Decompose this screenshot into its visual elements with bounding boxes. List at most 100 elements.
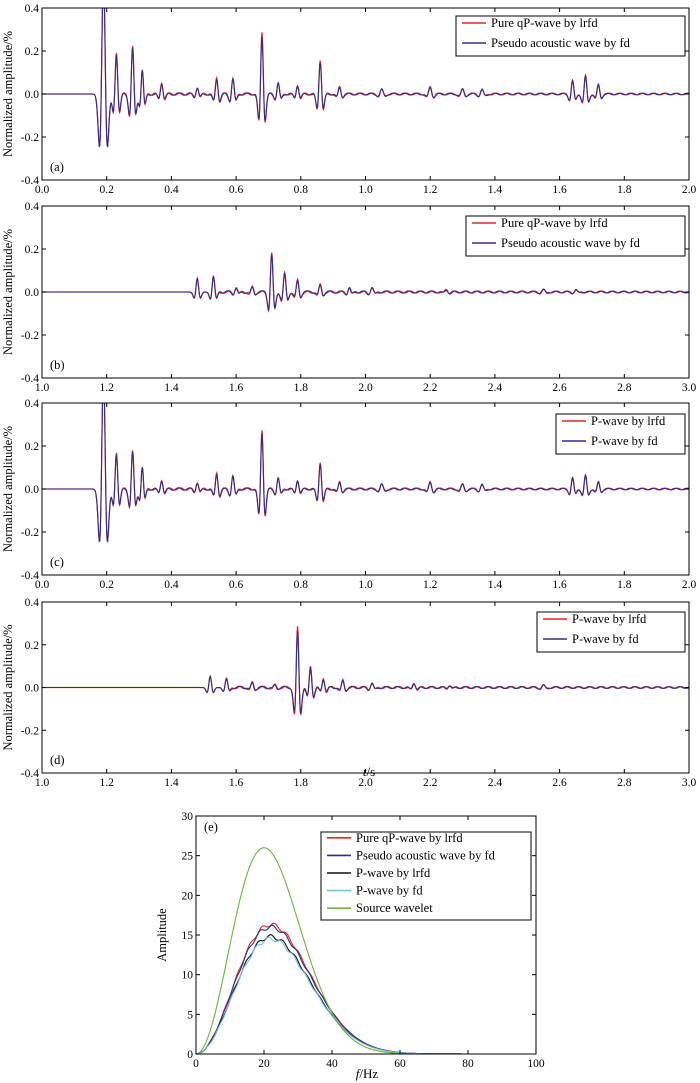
legend-label-1: Pseudo acoustic wave by fd bbox=[356, 848, 496, 862]
panel-label: (a) bbox=[50, 160, 64, 174]
y-tick-label: -0.4 bbox=[21, 570, 39, 582]
x-tick-label: 40 bbox=[326, 1058, 338, 1070]
y-tick-label: -0.2 bbox=[21, 527, 39, 539]
y-tick-label: 0 bbox=[187, 1049, 193, 1061]
y-tick-label: 0.4 bbox=[25, 398, 40, 410]
y-tick-label: -0.2 bbox=[21, 330, 39, 342]
y-tick-label: 0.2 bbox=[25, 244, 40, 256]
y-axis-label: Normalized amplitude/% bbox=[1, 624, 15, 750]
legend-label-4: Source wavelet bbox=[356, 901, 433, 915]
y-tick-label: 0.0 bbox=[25, 484, 40, 496]
series-line-4 bbox=[196, 847, 536, 1054]
legend: Pure qP-wave by lrfd Pseudo acoustic wave… bbox=[455, 15, 686, 57]
y-tick-label: -0.4 bbox=[21, 768, 39, 780]
panel-c: 0.0 0.2 0.4 0.6 0.8 1.0 1.2 1.4 1.6 1.8 2.0 -0.4 -0.… bbox=[1, 398, 697, 591]
panel-d: 1.0 1.2 1.4 1.6 1.8 2.0 2.2 2.4 2.6 2.8 3.0 -0.4 -0.… bbox=[1, 597, 696, 789]
legend-label-2: P-wave by lrfd bbox=[356, 866, 431, 880]
x-tick-label: 1.6 bbox=[229, 777, 244, 789]
x-tick-label: 20 bbox=[258, 1058, 270, 1070]
series-line-1 bbox=[42, 631, 689, 714]
y-axis-label: Normalized amplitude/% bbox=[1, 229, 15, 355]
x-tick-label: 1.6 bbox=[552, 184, 567, 196]
x-tick-label: 2.2 bbox=[423, 382, 438, 394]
y-axis-label: Amplitude bbox=[155, 908, 169, 962]
series-line-0 bbox=[42, 252, 689, 313]
panel-label: (c) bbox=[50, 555, 64, 569]
x-tick-label: 0.8 bbox=[294, 579, 309, 591]
x-tick-label: 1.8 bbox=[617, 579, 632, 591]
x-tick-label: 1.2 bbox=[423, 184, 438, 196]
y-tick-label: 0.4 bbox=[25, 3, 40, 15]
y-tick-label: 0.4 bbox=[25, 201, 40, 213]
x-tick-label: 0.8 bbox=[294, 184, 309, 196]
panel-e: 0 20 40 60 80 100 0 5 10 15 20 25 30 Amplitude (e) Pure… bbox=[155, 811, 545, 1070]
plot-area bbox=[196, 847, 536, 1054]
x-tick-label: 2.4 bbox=[488, 777, 503, 789]
x-tick-label: 1.4 bbox=[164, 382, 179, 394]
y-tick-label: 0.2 bbox=[25, 640, 40, 652]
series-line-1 bbox=[42, 254, 689, 312]
x-tick-label: 1.0 bbox=[35, 777, 50, 789]
panel-a: 0.0 0.2 0.4 0.6 0.8 1.0 1.2 1.4 1.6 1.8 2.0 -0.4 -0.… bbox=[1, 3, 697, 196]
legend-label-0: Pure qP-wave by lrfd bbox=[491, 16, 598, 30]
series-line-0 bbox=[196, 922, 536, 1054]
legend-box bbox=[320, 831, 532, 921]
x-tick-label: 1.4 bbox=[488, 579, 503, 591]
frequency-axis-label: f/Hz bbox=[356, 1066, 379, 1081]
x-tick-label: 1.4 bbox=[488, 184, 503, 196]
x-tick-label: 1.8 bbox=[294, 777, 309, 789]
x-tick-label: 1.2 bbox=[423, 579, 438, 591]
x-tick-label: 0 bbox=[193, 1058, 199, 1070]
x-tick-label: 2.6 bbox=[552, 777, 567, 789]
panel-label: (e) bbox=[204, 820, 218, 834]
y-axis-label: Normalized amplitude/% bbox=[1, 31, 15, 157]
series-line-0 bbox=[42, 403, 689, 543]
y-tick-label: 25 bbox=[182, 851, 194, 863]
legend-box bbox=[455, 15, 686, 57]
y-tick-label: 0.0 bbox=[25, 287, 40, 299]
legend-label-0: Pure qP-wave by lrfd bbox=[356, 831, 463, 845]
x-tick-label: 2.6 bbox=[552, 382, 567, 394]
x-tick-label: 1.2 bbox=[100, 777, 115, 789]
legend-label-0: P-wave by lrfd bbox=[591, 414, 666, 428]
x-tick-label: 1.0 bbox=[35, 382, 50, 394]
y-tick-label: -0.2 bbox=[21, 725, 39, 737]
y-tick-label: 0.0 bbox=[25, 683, 40, 695]
plot-area bbox=[42, 403, 689, 543]
x-tick-label: 2.0 bbox=[358, 777, 373, 789]
x-tick-label: 1.0 bbox=[358, 579, 373, 591]
legend: P-wave by lrfd P-wave by fd bbox=[536, 611, 686, 653]
y-tick-label: 0.2 bbox=[25, 46, 40, 58]
x-tick-label: 1.6 bbox=[229, 382, 244, 394]
x-tick-label: 0.6 bbox=[229, 184, 244, 196]
legend-label-1: Pseudo acoustic wave by fd bbox=[501, 236, 641, 250]
plot-area bbox=[42, 8, 689, 148]
legend: Pure qP-wave by lrfd Pseudo acoustic wave… bbox=[320, 831, 532, 921]
x-tick-label: 1.4 bbox=[164, 777, 179, 789]
series-line-1 bbox=[196, 924, 536, 1054]
plot-area bbox=[42, 252, 689, 313]
series-line-3 bbox=[196, 936, 536, 1054]
x-tick-label: 2.0 bbox=[682, 579, 697, 591]
legend: P-wave by lrfd P-wave by fd bbox=[555, 413, 686, 455]
x-tick-label: 0.0 bbox=[35, 579, 50, 591]
x-tick-label: 100 bbox=[527, 1058, 545, 1070]
x-tick-label: 3.0 bbox=[682, 777, 697, 789]
x-tick-label: 0.0 bbox=[35, 184, 50, 196]
x-tick-label: 0.4 bbox=[164, 579, 179, 591]
series-line-1 bbox=[42, 403, 689, 543]
x-tick-label: 1.6 bbox=[552, 579, 567, 591]
panel-label: (d) bbox=[50, 753, 65, 767]
y-tick-label: -0.4 bbox=[21, 175, 39, 187]
y-tick-label: 5 bbox=[187, 1009, 193, 1021]
x-tick-label: 1.8 bbox=[294, 382, 309, 394]
x-tick-label: 0.4 bbox=[164, 184, 179, 196]
time-axis-label: t/s bbox=[363, 764, 375, 779]
x-tick-label: 2.0 bbox=[682, 184, 697, 196]
y-tick-label: -0.2 bbox=[21, 132, 39, 144]
legend-label-1: Pseudo acoustic wave by fd bbox=[491, 36, 631, 50]
legend-label-1: P-wave by fd bbox=[572, 632, 639, 646]
x-tick-label: 2.4 bbox=[488, 382, 503, 394]
x-tick-label: 1.8 bbox=[617, 184, 632, 196]
